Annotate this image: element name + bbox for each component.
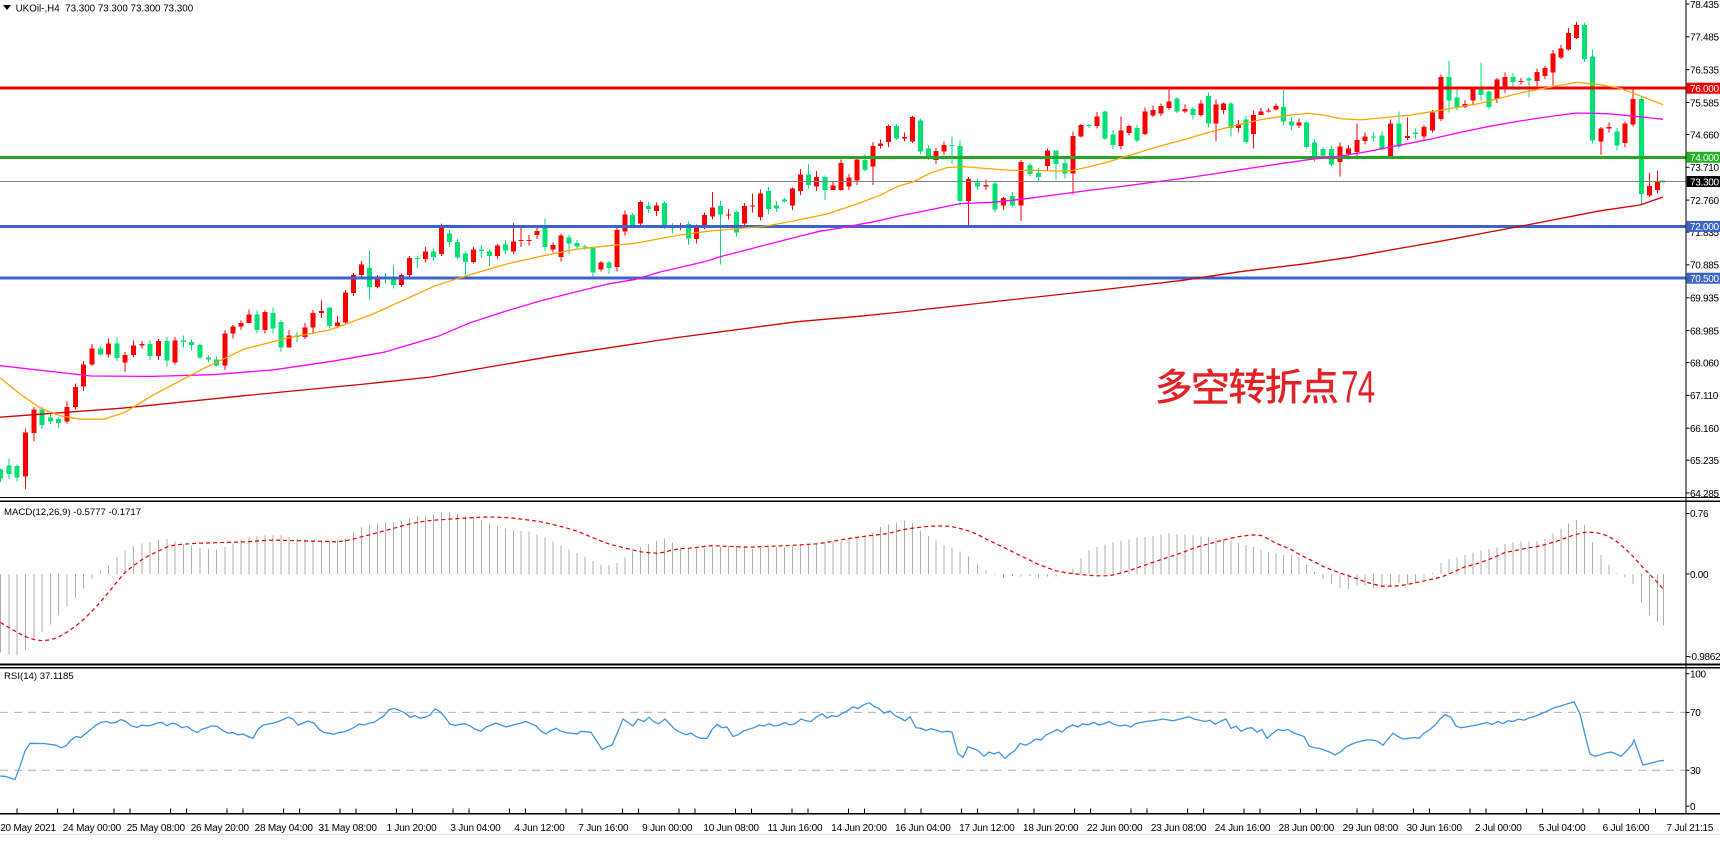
svg-text:76.000: 76.000: [1690, 84, 1720, 95]
svg-text:-0.9862: -0.9862: [1689, 652, 1720, 663]
svg-text:7 Jun 16:00: 7 Jun 16:00: [578, 823, 629, 834]
svg-text:66.160: 66.160: [1690, 424, 1720, 435]
svg-text:75.585: 75.585: [1690, 98, 1720, 109]
svg-text:74: 74: [1341, 361, 1375, 412]
svg-text:72.760: 72.760: [1690, 196, 1720, 207]
svg-text:78.435: 78.435: [1690, 0, 1720, 11]
svg-text:65.235: 65.235: [1690, 456, 1720, 467]
svg-text:20 May 2021: 20 May 2021: [0, 823, 56, 834]
svg-text:0.00: 0.00: [1690, 570, 1709, 581]
svg-text:14 Jun 20:00: 14 Jun 20:00: [831, 823, 887, 834]
svg-text:28 May 04:00: 28 May 04:00: [255, 823, 314, 834]
svg-text:2 Jul 00:00: 2 Jul 00:00: [1475, 823, 1522, 834]
svg-text:31 May 08:00: 31 May 08:00: [318, 823, 377, 834]
svg-text:26 May 20:00: 26 May 20:00: [191, 823, 250, 834]
svg-text:73.710: 73.710: [1690, 163, 1720, 174]
svg-text:69.935: 69.935: [1690, 294, 1720, 305]
svg-text:67.110: 67.110: [1690, 391, 1719, 402]
svg-text:25 May 08:00: 25 May 08:00: [127, 823, 186, 834]
svg-text:6 Jul 16:00: 6 Jul 16:00: [1603, 823, 1650, 834]
svg-text:9 Jun 00:00: 9 Jun 00:00: [642, 823, 693, 834]
svg-text:24 Jun 16:00: 24 Jun 16:00: [1215, 823, 1271, 834]
svg-text:22 Jun 00:00: 22 Jun 00:00: [1087, 823, 1143, 834]
svg-text:70.500: 70.500: [1690, 274, 1720, 285]
svg-text:23 Jun 08:00: 23 Jun 08:00: [1151, 823, 1207, 834]
svg-text:1 Jun 20:00: 1 Jun 20:00: [386, 823, 437, 834]
svg-text:11 Jun 16:00: 11 Jun 16:00: [768, 823, 823, 834]
svg-text:0: 0: [1690, 802, 1696, 813]
svg-text:30: 30: [1690, 766, 1701, 777]
svg-text:3 Jun 04:00: 3 Jun 04:00: [450, 823, 501, 834]
svg-text:64.285: 64.285: [1690, 489, 1720, 500]
svg-text:MACD(12,26,9) -0.5777 -0.1717: MACD(12,26,9) -0.5777 -0.1717: [4, 507, 141, 518]
svg-text:74.660: 74.660: [1690, 130, 1720, 141]
svg-text:30 Jun 16:00: 30 Jun 16:00: [1406, 823, 1462, 834]
svg-text:73.300: 73.300: [1690, 177, 1720, 188]
svg-text:72.000: 72.000: [1690, 222, 1720, 233]
svg-text:4 Jun 12:00: 4 Jun 12:00: [514, 823, 565, 834]
svg-text:28 Jun 00:00: 28 Jun 00:00: [1279, 823, 1335, 834]
svg-text:5 Jul 04:00: 5 Jul 04:00: [1539, 823, 1586, 834]
svg-text:70: 70: [1690, 708, 1701, 719]
svg-text:18 Jun 20:00: 18 Jun 20:00: [1023, 823, 1079, 834]
svg-text:100: 100: [1690, 670, 1707, 681]
svg-text:29 Jun 08:00: 29 Jun 08:00: [1343, 823, 1399, 834]
svg-text:17 Jun 12:00: 17 Jun 12:00: [959, 823, 1015, 834]
svg-text:UKOil-,H4 73.300 73.300 73.30: UKOil-,H4 73.300 73.300 73.300 73.300: [16, 4, 194, 15]
svg-text:10 Jun 08:00: 10 Jun 08:00: [703, 823, 759, 834]
svg-text:RSI(14) 37.1185: RSI(14) 37.1185: [4, 671, 74, 682]
svg-text:24 May 00:00: 24 May 00:00: [63, 823, 122, 834]
svg-text:0.76: 0.76: [1690, 509, 1709, 520]
svg-text:16 Jun 04:00: 16 Jun 04:00: [895, 823, 951, 834]
svg-text:68.060: 68.060: [1690, 358, 1720, 369]
svg-text:77.485: 77.485: [1690, 33, 1720, 44]
svg-text:70.885: 70.885: [1690, 261, 1720, 272]
svg-text:7 Jul 21:15: 7 Jul 21:15: [1667, 823, 1714, 834]
svg-text:76.535: 76.535: [1690, 66, 1720, 77]
svg-text:68.985: 68.985: [1690, 326, 1720, 337]
svg-text:74.000: 74.000: [1690, 153, 1720, 164]
